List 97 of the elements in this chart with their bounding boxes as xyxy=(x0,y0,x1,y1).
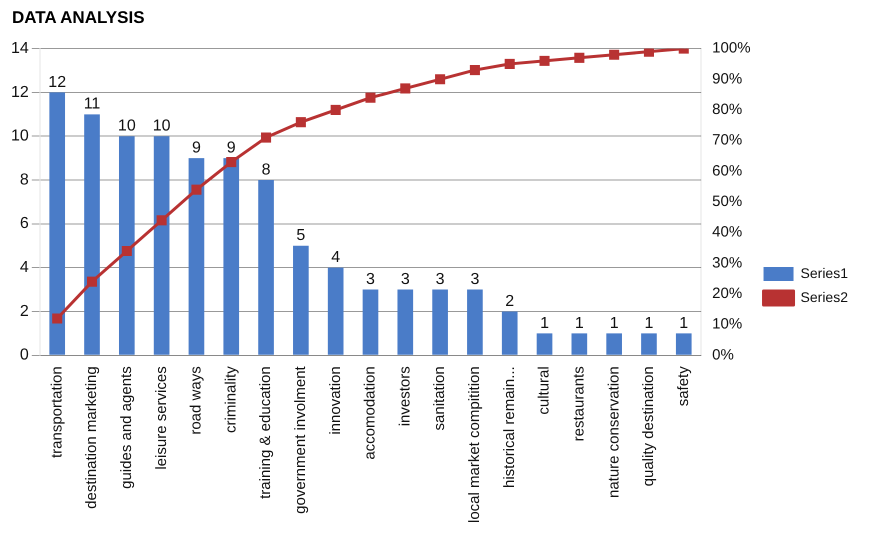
bar xyxy=(572,333,588,355)
y-tick-label: 0 xyxy=(20,346,29,364)
x-tick-label: transportation xyxy=(48,366,66,458)
point xyxy=(574,52,584,63)
bar xyxy=(49,92,66,355)
point xyxy=(86,276,98,287)
point xyxy=(504,58,515,69)
data-label: 11 xyxy=(84,96,100,113)
point xyxy=(330,104,341,115)
y2-tick-label: 70% xyxy=(712,132,742,149)
y2-tick-label: 50% xyxy=(712,193,742,210)
data-label: 1 xyxy=(610,314,619,332)
y2-tick-label: 20% xyxy=(712,285,742,302)
bar xyxy=(676,333,692,355)
bar xyxy=(293,246,309,355)
point xyxy=(296,117,306,128)
y-tick-label: 14 xyxy=(11,40,29,58)
bar xyxy=(641,333,657,355)
data-label: 1 xyxy=(679,314,688,332)
x-tick-label: historical remain... xyxy=(500,366,518,488)
legend-label: Series2 xyxy=(800,288,848,305)
x-tick-label: destination marketing xyxy=(83,366,100,509)
data-label: 2 xyxy=(505,292,514,310)
chart-title: DATA ANALYSIS xyxy=(12,8,146,28)
point xyxy=(156,215,167,226)
y2-tick-label: 90% xyxy=(712,70,742,88)
bar xyxy=(223,158,240,355)
y2-tick-label: 0% xyxy=(712,346,734,364)
data-label: 5 xyxy=(296,227,306,244)
point xyxy=(191,184,202,195)
point xyxy=(261,132,272,143)
point xyxy=(539,56,550,66)
y-tick-label: 10 xyxy=(11,128,29,145)
legend-label: Series1 xyxy=(800,264,848,281)
bar xyxy=(362,290,378,355)
data-label: 12 xyxy=(48,74,66,91)
data-label: 3 xyxy=(366,270,376,288)
y2-tick-label: 100% xyxy=(712,40,751,57)
x-tick-label: innovation xyxy=(326,366,344,435)
data-label: 4 xyxy=(331,249,340,266)
x-tick-label: leisure services xyxy=(152,366,170,470)
x-tick-label: safety xyxy=(674,366,692,406)
x-tick-label: government involment xyxy=(292,365,310,514)
y2-tick-label: 60% xyxy=(712,162,742,180)
x-tick-label: accomodation xyxy=(362,366,379,460)
bar xyxy=(118,136,135,355)
bar xyxy=(328,268,344,355)
bar xyxy=(536,333,552,355)
x-tick-label: cultural xyxy=(536,366,553,415)
x-tick-label: quality destination xyxy=(640,366,658,486)
point xyxy=(644,48,654,57)
data-label: 1 xyxy=(540,314,550,332)
data-label: 9 xyxy=(226,140,236,157)
point xyxy=(609,50,620,60)
point xyxy=(470,65,480,76)
bar xyxy=(397,290,414,355)
point xyxy=(435,74,446,84)
point xyxy=(226,157,236,168)
y-tick-label: 2 xyxy=(20,302,29,320)
point xyxy=(122,246,132,256)
bar xyxy=(258,180,274,355)
bar xyxy=(188,158,204,355)
y2-tick-label: 30% xyxy=(712,254,742,272)
y-tick-label: 4 xyxy=(20,259,29,276)
bar xyxy=(84,114,100,355)
data-label: 3 xyxy=(470,270,480,288)
x-tick-label: local market compitition xyxy=(466,366,484,524)
y-tick-label: 8 xyxy=(20,171,29,188)
data-label: 1 xyxy=(574,314,584,332)
bar xyxy=(502,311,518,355)
data-label: 9 xyxy=(192,140,201,157)
bar xyxy=(467,290,483,355)
y-tick-label: 12 xyxy=(11,84,29,101)
data-label: 1 xyxy=(644,314,654,332)
x-tick-label: investors xyxy=(396,366,414,426)
y2-tick-label: 10% xyxy=(712,316,742,333)
bar xyxy=(432,290,448,355)
bar xyxy=(154,136,170,355)
y2-tick-label: 40% xyxy=(712,224,742,241)
point xyxy=(52,313,62,324)
x-tick-label: sanitation xyxy=(431,366,448,430)
x-tick-label: guides and agents xyxy=(118,366,135,489)
data-label: 3 xyxy=(400,270,410,288)
point xyxy=(365,92,376,103)
data-label: 8 xyxy=(262,161,271,178)
y-tick-label: 6 xyxy=(20,215,29,232)
bar xyxy=(606,333,622,355)
data-label: 3 xyxy=(436,270,445,288)
point xyxy=(400,83,410,94)
y2-tick-label: 80% xyxy=(712,101,742,118)
x-tick-label: criminality xyxy=(222,366,240,433)
x-tick-label: restaurants xyxy=(570,366,588,442)
data-label: 10 xyxy=(152,118,171,135)
data-label: 10 xyxy=(118,118,136,135)
x-tick-label: training & education xyxy=(257,366,274,499)
x-tick-label: nature conservation xyxy=(605,366,622,498)
x-tick-label: road ways xyxy=(188,366,205,435)
